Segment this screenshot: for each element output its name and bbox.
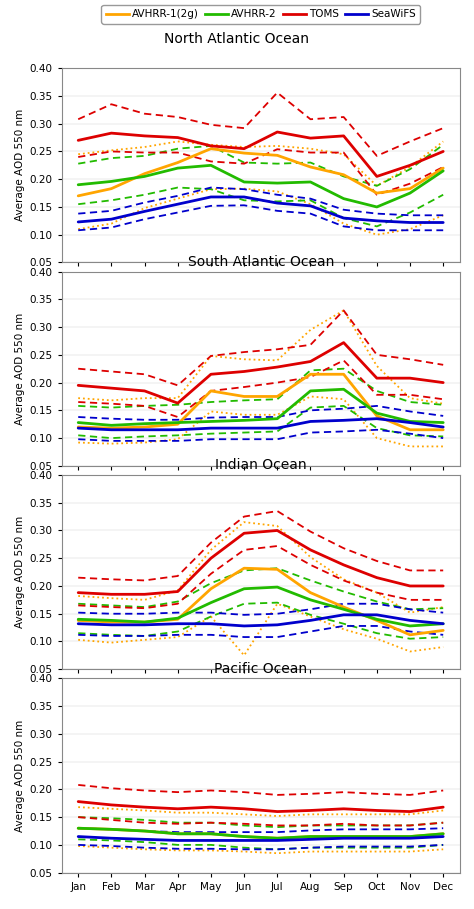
Y-axis label: Average AOD 550 nm: Average AOD 550 nm — [15, 109, 25, 222]
Title: Indian Ocean: Indian Ocean — [215, 458, 307, 473]
Legend: AVHRR-1(2g), AVHRR-2, TOMS, SeaWiFS: AVHRR-1(2g), AVHRR-2, TOMS, SeaWiFS — [101, 5, 420, 24]
Text: North Atlantic Ocean: North Atlantic Ocean — [164, 32, 310, 45]
Y-axis label: Average AOD 550 nm: Average AOD 550 nm — [15, 719, 25, 832]
Y-axis label: Average AOD 550 nm: Average AOD 550 nm — [15, 313, 25, 425]
Y-axis label: Average AOD 550 nm: Average AOD 550 nm — [15, 516, 25, 628]
Title: Pacific Ocean: Pacific Ocean — [214, 662, 307, 675]
Title: South Atlantic Ocean: South Atlantic Ocean — [188, 255, 334, 269]
